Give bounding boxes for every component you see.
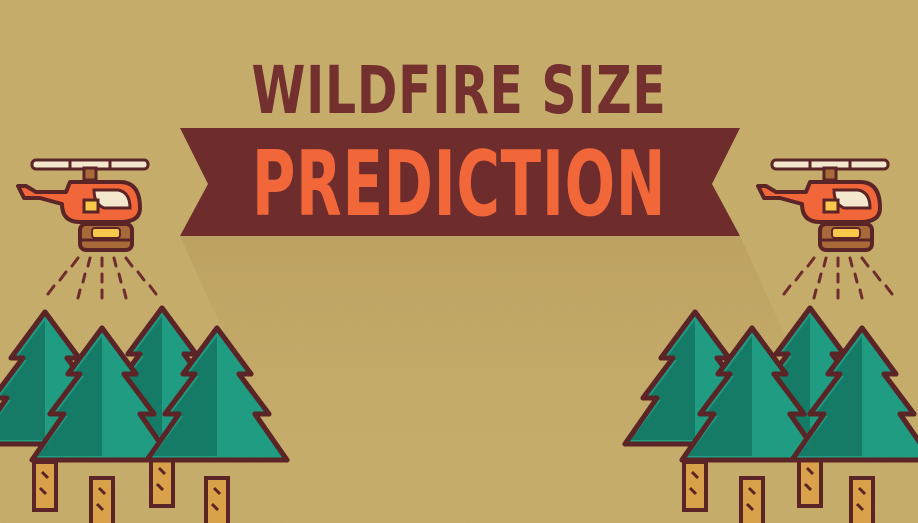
ribbon-banner [180, 128, 740, 236]
title-line-1: WILDFIRE SIZE [251, 52, 667, 129]
title-line-2: PREDICTION [251, 132, 667, 237]
